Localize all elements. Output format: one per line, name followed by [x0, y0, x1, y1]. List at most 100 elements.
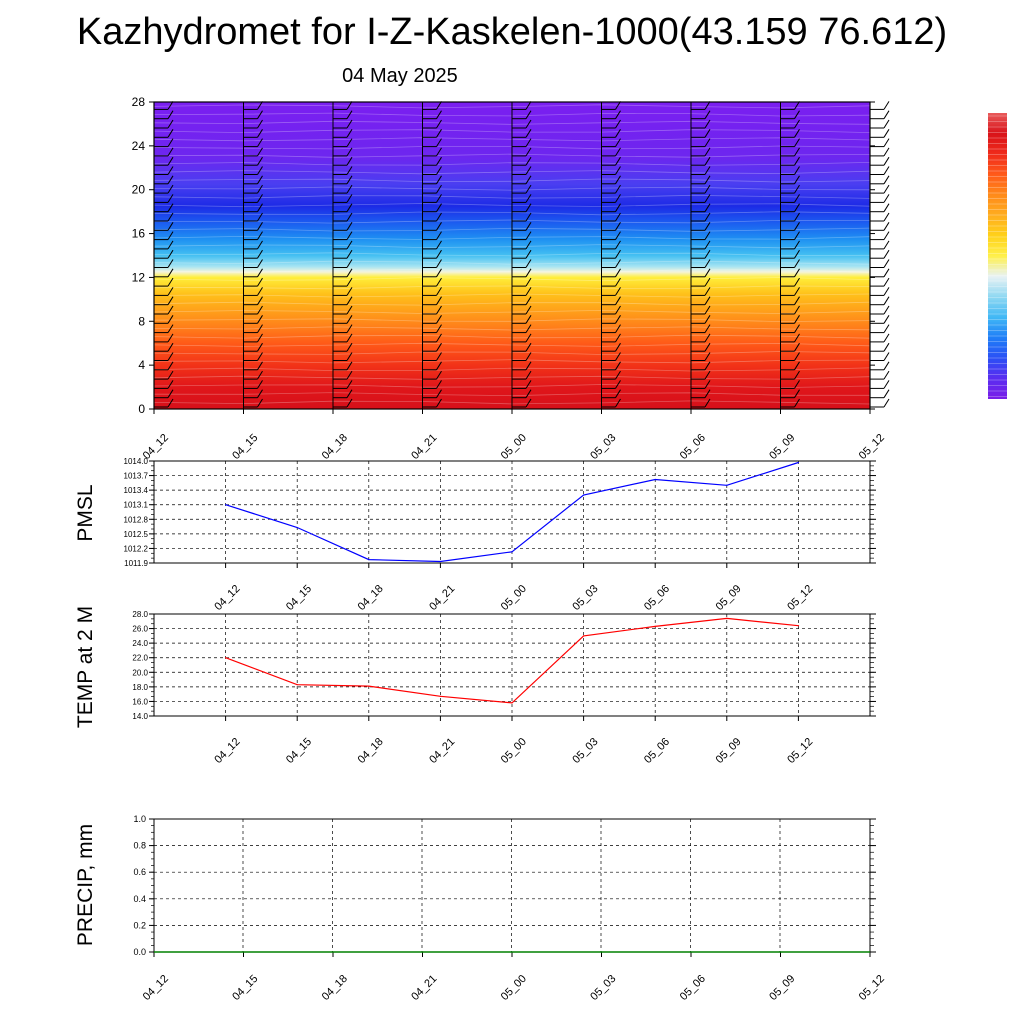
- wind-barbs: [153, 101, 890, 409]
- temp-point: [583, 635, 585, 637]
- y-tick-label: 1.0: [133, 814, 146, 824]
- pmsl-panel: 1014.0 1013.7 1013.4 1013.1 1012.8 1012.5 1012…: [74, 457, 876, 613]
- x-tick-label: 04_15: [230, 973, 260, 1003]
- x-tick-label: 05_03: [570, 583, 600, 613]
- temp-point: [726, 617, 728, 619]
- y-tick-label: 1012.5: [124, 530, 149, 539]
- y-tick-label: 16.0: [132, 697, 148, 706]
- pmsl-point: [726, 484, 728, 486]
- y-tick-label: 20.0: [132, 668, 148, 677]
- temp-ylabel: TEMP at 2 M: [74, 606, 97, 728]
- y-tick-label: 1012.2: [124, 544, 149, 553]
- x-tick-label: 05_03: [588, 973, 618, 1003]
- pmsl-point: [511, 551, 513, 553]
- y-tick-label: 0.0: [133, 947, 146, 957]
- colorbar-bar: [988, 113, 1007, 399]
- panel-frame: [153, 613, 871, 717]
- x-tick-label: 04_21: [409, 432, 439, 462]
- y-tick-label: 28.0: [132, 610, 148, 619]
- temp-line: [225, 617, 799, 704]
- x-tick-label: 05_03: [570, 736, 600, 766]
- x-tick-label: 04_12: [212, 583, 242, 613]
- y-tick-label: 8: [138, 314, 145, 328]
- y-tick-label: 0.8: [133, 841, 146, 851]
- colorbar: [988, 113, 1007, 399]
- pmsl-point: [439, 560, 441, 563]
- temp-point: [225, 657, 227, 659]
- x-tick-label: 05_00: [499, 973, 529, 1003]
- panel-frame: [153, 460, 871, 564]
- x-tick-label: 04_15: [284, 736, 314, 766]
- x-tick-label: 05_00: [499, 583, 529, 613]
- x-tick-label: 04_12: [141, 973, 171, 1003]
- temp-point: [368, 685, 370, 687]
- y-tick-label: 22.0: [132, 654, 148, 663]
- x-tick-label: 05_03: [588, 432, 618, 462]
- y-tick-label: 0.4: [133, 894, 146, 904]
- pmsl-point: [797, 461, 800, 464]
- precip-ylabel: PRECIP, mm: [74, 824, 97, 946]
- chart-date: 04 May 2025: [342, 65, 458, 87]
- x-tick-label: 04_21: [409, 973, 439, 1003]
- pmsl-point: [296, 526, 298, 529]
- x-tick-label: 04_21: [427, 736, 457, 766]
- x-tick-label: 05_06: [678, 973, 708, 1003]
- y-tick-label: 18.0: [132, 683, 148, 692]
- temp-point: [439, 695, 441, 697]
- y-tick-label: 12: [132, 270, 146, 284]
- x-tick-label: 05_06: [642, 583, 672, 613]
- temp-point: [797, 625, 800, 627]
- y-tick-label: 1012.8: [124, 515, 149, 524]
- x-tick-label: 04_21: [427, 583, 457, 613]
- x-tick-label: 04_18: [320, 973, 350, 1003]
- panel-frame: [153, 818, 871, 953]
- y-tick-label: 28: [132, 95, 146, 109]
- y-tick-label: 0.2: [133, 920, 146, 930]
- temp-panel: 28.0 26.0 24.0 22.0 20.0 18.0 16.0 14.0 04_12 04_…: [74, 606, 876, 766]
- x-tick-label: 05_06: [678, 432, 708, 462]
- x-tick-label: 05_00: [499, 736, 529, 766]
- y-tick-label: 16: [132, 227, 146, 241]
- x-tick-label: 05_09: [767, 432, 797, 462]
- temp-point: [296, 684, 298, 686]
- y-tick-label: 24.0: [132, 639, 148, 648]
- y-tick-label: 14.0: [132, 712, 148, 721]
- pmsl-point: [583, 494, 585, 496]
- x-tick-label: 04_15: [284, 583, 314, 613]
- x-tick-label: 04_15: [230, 432, 260, 462]
- y-tick-label: 20: [132, 183, 146, 197]
- y-tick-label: 1013.4: [124, 486, 149, 495]
- pmsl-point: [654, 478, 656, 481]
- precip-panel: 1.0 0.8 0.6 0.4 0.2 0.0 04_12 04_15 04_18 04_21 05…: [74, 814, 887, 1003]
- y-tick-label: 24: [132, 139, 146, 153]
- x-tick-label: 05_09: [714, 736, 744, 766]
- x-tick-label: 05_12: [857, 973, 887, 1003]
- x-tick-label: 05_09: [714, 583, 744, 613]
- y-tick-label: 1014.0: [124, 457, 149, 466]
- temp-point: [654, 625, 656, 627]
- x-tick-label: 05_09: [767, 973, 797, 1003]
- chart-title: Kazhydromet for I-Z-Kaskelen-1000(43.159…: [76, 11, 948, 53]
- y-tick-label: 0.6: [133, 867, 146, 877]
- y-tick-label: 4: [138, 358, 145, 372]
- pmsl-point: [225, 504, 227, 506]
- x-tick-label: 05_12: [857, 432, 887, 462]
- pmsl-point: [368, 559, 370, 561]
- x-tick-label: 04_12: [212, 736, 242, 766]
- y-tick-label: 1013.1: [124, 501, 149, 510]
- y-tick-label: 1013.7: [124, 472, 149, 481]
- y-tick-label: 0: [138, 402, 145, 416]
- x-tick-label: 05_06: [642, 736, 672, 766]
- temp-point: [511, 702, 513, 704]
- x-tick-label: 04_18: [356, 583, 386, 613]
- x-tick-label: 05_12: [785, 583, 815, 613]
- x-tick-label: 04_18: [356, 736, 386, 766]
- x-tick-label: 04_18: [320, 432, 350, 462]
- y-tick-label: 26.0: [132, 625, 148, 634]
- pmsl-ylabel: PMSL: [74, 484, 97, 541]
- x-tick-label: 05_00: [499, 432, 529, 462]
- x-tick-label: 05_12: [785, 736, 815, 766]
- y-tick-label: 1011.9: [124, 559, 148, 568]
